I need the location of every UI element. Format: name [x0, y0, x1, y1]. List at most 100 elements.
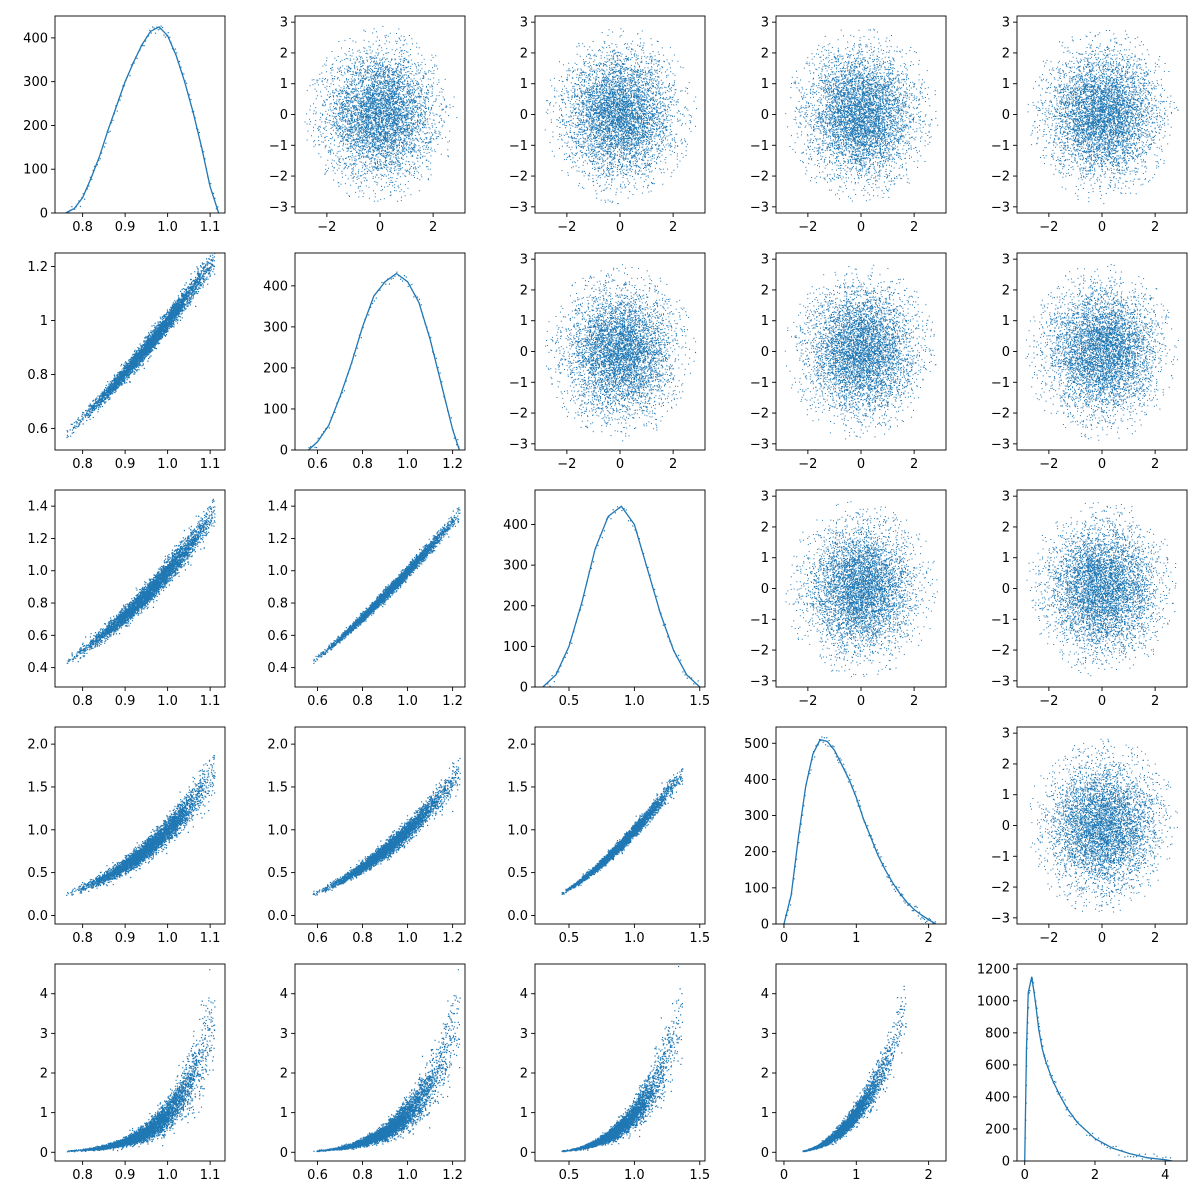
histogram-bin-detail	[575, 621, 577, 623]
histogram-bin-detail	[1124, 1156, 1126, 1158]
histogram-bin-detail	[827, 745, 829, 747]
histogram-bin-detail	[188, 94, 191, 96]
histogram-bin-detail	[1044, 1054, 1046, 1056]
histogram-bin-detail	[443, 396, 445, 398]
histogram-bin-detail	[211, 192, 213, 194]
y-tick-label: 0	[520, 681, 528, 696]
histogram-bin-detail	[686, 677, 688, 679]
y-tick-label: 200	[985, 1122, 1010, 1137]
histogram-bin-detail	[603, 530, 606, 532]
panel-r0-c4: −2 0 2 −3 −2 −1 0 1 2 3	[991, 15, 1188, 235]
histogram-bin-detail	[569, 641, 571, 644]
x-tick-label: 2	[1151, 220, 1159, 235]
histogram-bin-detail	[88, 185, 90, 187]
histogram-bin-detail	[911, 910, 913, 912]
histogram-bin-detail	[835, 756, 838, 758]
y-tick-label: 0	[761, 918, 769, 933]
histogram-bin-detail	[867, 825, 869, 827]
histogram-bin-detail	[132, 62, 134, 64]
x-tick-label: 1.0	[397, 931, 418, 946]
y-tick-label: 3	[520, 253, 528, 268]
histogram-bin-detail	[1027, 1007, 1029, 1009]
panel-r4-c2: 0.5 1.0 1.5 0 1 2 3 4	[520, 963, 710, 1183]
y-tick-label: 400	[23, 31, 48, 46]
histogram-bin-detail	[375, 297, 377, 299]
y-tick-label: 300	[23, 75, 48, 90]
x-tick-label: 2	[1091, 1168, 1099, 1183]
y-tick-label: 0	[280, 444, 288, 459]
x-tick-label: −2	[557, 457, 576, 472]
histogram-bin-detail	[828, 739, 830, 742]
y-tick-label: 200	[23, 119, 48, 134]
histogram-bin-detail	[1064, 1099, 1066, 1101]
histogram-bin-detail	[1100, 1143, 1103, 1145]
x-tick-label: 1.1	[200, 1168, 221, 1183]
x-tick-label: 1.0	[157, 694, 178, 709]
histogram-bin-detail	[856, 800, 858, 802]
y-tick-label: 1000	[977, 994, 1010, 1009]
histogram-bin-detail	[855, 791, 857, 793]
histogram-bin-detail	[588, 570, 590, 573]
histogram-bin-detail	[1029, 990, 1031, 992]
histogram-bin-detail	[166, 35, 168, 37]
histogram-bin-detail	[838, 762, 840, 764]
y-tick-label: 1.0	[267, 564, 288, 579]
y-tick-label: 0.5	[27, 866, 48, 881]
histogram-bin-detail	[597, 544, 599, 547]
histogram-bin-detail	[435, 357, 437, 359]
y-tick-label: 0	[761, 108, 769, 123]
y-tick-label: 2	[1002, 46, 1010, 61]
histogram-bin-detail	[1156, 1155, 1158, 1157]
histogram-bin-detail	[1065, 1109, 1067, 1111]
x-tick-label: 1.0	[157, 931, 178, 946]
histogram-bin-detail	[129, 75, 131, 77]
histogram-bin-detail	[1038, 1025, 1040, 1028]
y-tick-label: 100	[23, 163, 48, 178]
histogram-bin-detail	[898, 886, 900, 889]
histogram-bin-detail	[1031, 978, 1033, 980]
histogram-bin-detail	[152, 26, 154, 28]
histogram-bin-detail	[905, 900, 907, 903]
x-tick-label: 0.8	[72, 1168, 93, 1183]
histogram-bin-detail	[920, 918, 922, 920]
x-tick-label: 0.5	[559, 1168, 580, 1183]
histogram-bin-detail	[1130, 1156, 1132, 1158]
histogram-bin-detail	[190, 98, 192, 101]
histogram-bin-detail	[915, 905, 917, 907]
histogram-bin-detail	[308, 446, 310, 449]
histogram-bin-detail	[215, 208, 217, 210]
histogram-bin-detail	[163, 34, 165, 36]
histogram-bin-detail	[381, 281, 383, 284]
y-tick-label: 1	[761, 1106, 769, 1121]
histogram-bin-detail	[823, 737, 825, 739]
histogram-bin-detail	[203, 151, 205, 153]
y-tick-label: 2	[520, 1067, 528, 1082]
scatter-points	[1029, 738, 1178, 913]
panel-r1-c3: −2 0 2 −3 −2 −1 0 1 2 3	[750, 252, 947, 472]
histogram-bin-detail	[133, 62, 135, 64]
histogram-bin-detail	[1061, 1098, 1063, 1100]
histogram-bin-detail	[368, 314, 370, 316]
y-tick-label: 2.0	[267, 738, 288, 753]
histogram-bin-detail	[621, 509, 623, 512]
x-tick-label: 1.1	[200, 694, 221, 709]
x-tick-label: 1.1	[200, 931, 221, 946]
histogram-bin-detail	[1127, 1155, 1129, 1157]
histogram-bin-detail	[212, 192, 215, 194]
y-tick-label: 100	[744, 881, 769, 896]
histogram-bin-detail	[1103, 1144, 1105, 1146]
histogram-bin-detail	[682, 671, 684, 673]
histogram-bin-detail	[662, 624, 664, 626]
y-tick-label: 1.0	[507, 823, 528, 838]
histogram-bin-detail	[1026, 1038, 1028, 1040]
histogram-bin-detail	[566, 652, 569, 654]
histogram-bin-detail	[119, 99, 121, 101]
histogram-bin-detail	[660, 612, 662, 614]
histogram-bin-detail	[108, 131, 110, 133]
histogram-bin-detail	[1147, 1157, 1149, 1159]
histogram-bin-detail	[619, 507, 621, 509]
y-tick-label: 1	[1002, 77, 1010, 92]
histogram-bin-detail	[861, 811, 863, 813]
